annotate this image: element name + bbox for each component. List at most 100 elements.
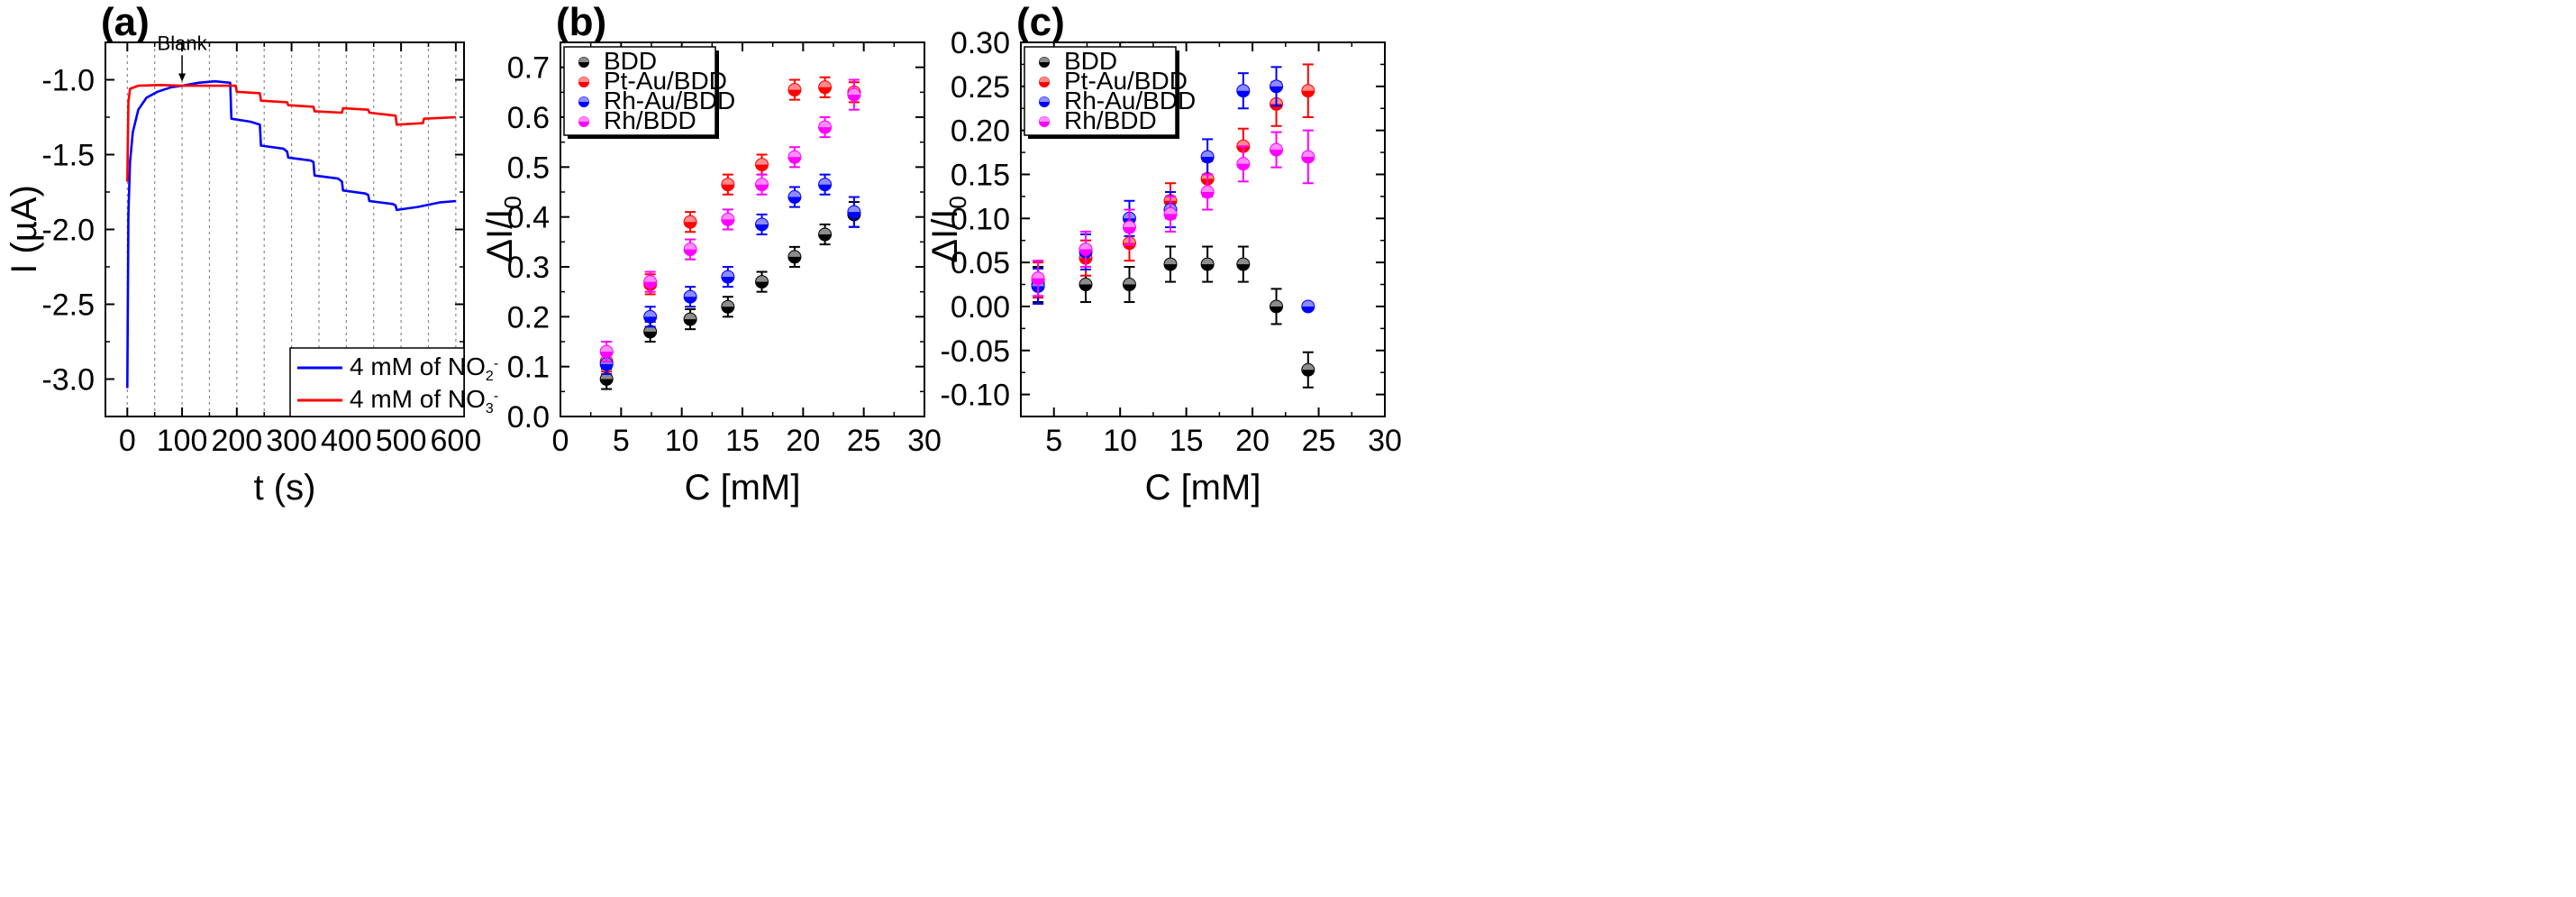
data-point-highlight xyxy=(600,345,613,352)
data-point-highlight xyxy=(1164,207,1177,215)
x-tick-label: 10 xyxy=(1103,424,1137,458)
legend-label: Rh-Au/BDD xyxy=(1064,87,1196,114)
y-tick-label: -1.5 xyxy=(41,139,95,173)
x-tick-label: 0 xyxy=(552,424,569,458)
legend-marker-highlight xyxy=(1039,96,1050,102)
y-axis-title: I (µA) xyxy=(5,185,44,274)
panel-label: (b) xyxy=(556,0,606,44)
data-point-highlight xyxy=(684,243,696,250)
data-point-highlight xyxy=(756,218,769,224)
data-point-highlight xyxy=(819,81,832,87)
x-tick-label: 0 xyxy=(119,424,136,458)
y-axis-title: ΔI/I0 xyxy=(925,196,971,263)
data-point-highlight xyxy=(1270,80,1283,87)
data-point-highlight xyxy=(756,159,769,165)
legend-label: Rh-Au/BDD xyxy=(604,87,735,114)
y-tick-label: -2.5 xyxy=(41,288,95,323)
panel-label: (a) xyxy=(101,0,150,44)
x-tick-label: 30 xyxy=(907,424,942,458)
legend-label: Pt-Au/BDD xyxy=(1064,67,1188,95)
y-tick-label: 0.20 xyxy=(951,114,1010,149)
legend-label: BDD xyxy=(1064,47,1117,75)
x-tick-label: 10 xyxy=(665,424,699,458)
data-point-highlight xyxy=(1237,140,1250,147)
data-point-highlight xyxy=(1237,258,1250,265)
legend-label: Rh/BDD xyxy=(1064,106,1157,134)
x-tick-label: 500 xyxy=(376,424,427,458)
x-tick-label: 15 xyxy=(725,424,760,458)
data-point-highlight xyxy=(1237,158,1250,164)
x-axis-title: C [mM] xyxy=(685,468,801,508)
legend-box xyxy=(563,46,716,136)
y-tick-label: 0.25 xyxy=(951,70,1010,105)
panel-a: (a) 0 100 200 300 400 500 600 -3.0 -2.5 -2.0 -1.5 -1… xyxy=(5,0,498,508)
annotation-arrowhead xyxy=(178,73,187,82)
x-tick-label: 400 xyxy=(321,424,372,458)
y-tick-label: 0.2 xyxy=(507,300,550,334)
legend-label: 4 mM of NO2- xyxy=(350,352,498,384)
legend-marker-highlight xyxy=(578,116,589,122)
data-point-highlight xyxy=(644,310,657,317)
x-tick-label: 20 xyxy=(1235,424,1270,458)
y-tick-label: 0.05 xyxy=(951,246,1010,280)
x-tick-label: 200 xyxy=(211,424,262,458)
data-point-highlight xyxy=(788,191,801,197)
data-point-highlight xyxy=(722,178,734,185)
x-tick-label: 25 xyxy=(1302,424,1336,458)
data-point-highlight xyxy=(1270,300,1283,307)
data-point-highlight xyxy=(1079,243,1092,250)
legend-box xyxy=(1024,46,1177,136)
data-point-highlight xyxy=(819,121,832,128)
data-point-highlight xyxy=(788,151,801,158)
x-tick-label: 30 xyxy=(1368,424,1402,458)
data-point-highlight xyxy=(722,213,734,220)
y-tick-label: -3.0 xyxy=(41,363,95,398)
data-point-highlight xyxy=(722,300,734,307)
y-tick-label: -0.10 xyxy=(941,379,1011,413)
data-point-highlight xyxy=(756,178,769,185)
data-point-highlight xyxy=(1237,85,1250,91)
x-tick-label: 300 xyxy=(266,424,317,458)
x-axis-title: t (s) xyxy=(254,468,316,508)
legend-marker-highlight xyxy=(578,96,589,102)
series-line xyxy=(126,79,457,389)
data-point-highlight xyxy=(819,178,832,185)
x-tick-label: 100 xyxy=(157,424,208,458)
legend-marker-highlight xyxy=(1039,57,1050,62)
legend-marker-highlight xyxy=(1039,116,1050,122)
plot-frame xyxy=(1020,41,1386,417)
data-point-highlight xyxy=(1032,272,1044,279)
data-point-highlight xyxy=(788,84,801,90)
data-point-highlight xyxy=(756,276,769,282)
data-point-highlight xyxy=(848,88,860,96)
y-tick-label: -1.0 xyxy=(41,64,95,98)
y-tick-label: 0.00 xyxy=(951,290,1010,325)
x-tick-label: 5 xyxy=(1045,424,1062,458)
data-point-highlight xyxy=(1201,186,1214,192)
y-tick-label: -0.05 xyxy=(941,334,1011,369)
y-axis-title: ΔI/I0 xyxy=(480,196,526,263)
data-point-highlight xyxy=(1302,85,1315,91)
x-tick-label: 600 xyxy=(431,424,482,458)
panel-c: (c) 5 10 15 20 25 30 -0.10 -0.05 0.00 0.05 0.10 0.15… xyxy=(925,0,1402,508)
legend-label: Rh/BDD xyxy=(604,106,696,134)
data-point-highlight xyxy=(1270,143,1283,151)
legend-label: BDD xyxy=(604,47,657,75)
x-axis-title: C [mM] xyxy=(1145,468,1261,508)
data-point-highlight xyxy=(1164,258,1177,265)
series-line xyxy=(126,84,456,182)
legend-label: Pt-Au/BDD xyxy=(604,67,727,95)
y-tick-label: 0.1 xyxy=(507,351,550,385)
data-point-highlight xyxy=(1302,151,1315,157)
y-tick-label: 0.10 xyxy=(951,202,1010,236)
legend-box xyxy=(289,347,465,417)
data-point-highlight xyxy=(1201,151,1214,157)
x-tick-label: 15 xyxy=(1170,424,1204,458)
legend-marker-highlight xyxy=(578,77,589,82)
y-tick-label: 0.30 xyxy=(951,26,1010,60)
panel-label: (c) xyxy=(1016,0,1065,44)
data-point-highlight xyxy=(1123,221,1135,228)
legend-marker-highlight xyxy=(578,57,589,62)
y-tick-label: 0.0 xyxy=(507,400,550,435)
